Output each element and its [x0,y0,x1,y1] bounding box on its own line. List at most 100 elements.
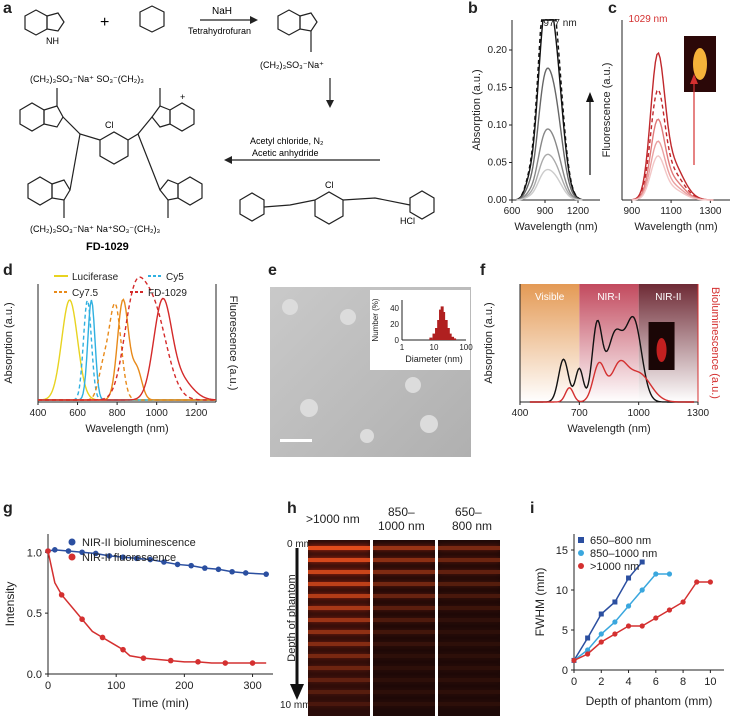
phantom-band [308,618,370,622]
g-data-point [133,555,140,562]
phantom-band [308,642,370,646]
b-xtick-label: 600 [504,206,521,217]
i-data-point [639,623,645,629]
panel-letter-g: g [3,500,13,517]
f-region-label-nir1: NIR-I [597,292,620,303]
phantom-band [438,642,500,646]
g-xtick-label: 100 [107,680,125,692]
c-xtick-label: 900 [623,206,640,217]
particle [405,377,421,393]
c-series-line [631,88,714,201]
f-xtick-label: 400 [512,408,529,419]
c-annotation: 1029 nm [629,14,668,25]
particle [360,429,374,443]
f-absorption-line [529,315,695,403]
i-legend-marker [578,550,584,556]
phantom-band [308,546,370,550]
i-xtick-label: 4 [625,676,631,688]
phantom-band [373,570,435,574]
phantom-image-1 [308,540,370,716]
e-bar [442,312,446,340]
g-data-point [249,660,256,666]
d-xlabel: Wavelength (nm) [85,423,168,435]
g-data-point [202,565,208,571]
b-xlabel: Wavelength (nm) [514,221,597,233]
phantom-band [438,582,500,586]
panel-letter-f: f [480,262,486,279]
phantom-band [438,546,500,550]
g-data-point [79,616,85,623]
b-xtick-label: 1200 [567,206,590,217]
e-xlabel: Diameter (nm) [405,354,463,364]
i-data-point [585,651,591,657]
phantom-band [438,630,500,634]
i-xtick-label: 10 [704,676,716,688]
i-xtick-label: 2 [598,676,604,688]
phantom-band [438,702,500,706]
phantom-band [308,678,370,682]
chart-b: 0.00 0.05 0.10 0.15 0.20 600 900 1200 Wavelength… [471,18,600,233]
i-data-point [571,657,577,663]
i-legend-label: >1000 nm [590,561,639,573]
e-xtick-label: 10 [430,343,439,352]
phantom-band [373,678,435,682]
d-xtick-label: 1000 [146,408,169,419]
d-legend-label: FD-1029 [148,288,187,299]
scheme-reagent-acetyl: Acetyl chloride, N₂ [250,136,324,146]
i-ytick-label: 0 [562,665,568,677]
d-ylabel: Absorption (a.u.) [3,302,15,383]
e-bar [432,333,436,340]
phantom-band [438,666,500,670]
f-vial-glow [656,338,667,362]
b-ytick-label: 0.00 [488,195,508,206]
scheme-cl: Cl [105,120,114,130]
panel-letter-i: i [530,500,535,517]
phantom-band [373,606,435,610]
e-bar [446,328,450,340]
phantom-band [438,594,500,598]
panel-letter-h: h [287,500,297,517]
particle [420,415,438,433]
e-bar [435,328,439,340]
c-ylabel: Fluorescence (a.u.) [601,63,613,158]
h-label-2b: 1000 nm [378,519,425,533]
i-data-point [694,579,700,585]
i-data-point [666,571,673,577]
i-data-point [666,607,673,613]
g-data-point [167,657,174,664]
phantom-band [308,582,370,586]
e-bar [439,309,443,340]
b-ytick-label: 0.10 [488,120,508,131]
scheme-sub-bottom: (CH₂)₃SO₃⁻Na⁺ Na⁺SO₃⁻(CH₂)₃ [30,224,160,234]
b-series-line [516,19,583,201]
g-data-point [79,549,85,556]
phantom-band [373,618,435,622]
i-legend-marker [578,563,584,569]
e-bar [444,320,448,340]
scale-bar [280,439,312,442]
i-data-point [598,639,604,645]
g-data-point [140,655,147,661]
scheme-nh: NH [46,36,59,46]
g-xlabel: Time (min) [132,696,189,710]
i-ytick-label: 10 [556,585,568,597]
e-ytick-label: 20 [390,320,399,329]
i-data-point [626,575,632,581]
b-ylabel: Absorption (a.u.) [471,69,483,150]
scheme-reagent-nah: NaH [212,6,232,17]
phantom-band [438,678,500,682]
e-inset-bg [370,290,470,370]
b-series-line [516,168,583,201]
phantom-band [308,570,370,574]
h-label-2a: 850– [388,505,415,519]
i-legend-label: 850–1000 nm [590,548,657,560]
g-data-point [99,634,106,641]
phantom-arrow [290,548,304,700]
g-data-point [147,556,154,563]
f-bioluminescence-line [529,359,695,403]
g-data-point [242,570,249,576]
e-ytick-label: 0 [395,336,400,345]
c-xlabel: Wavelength (nm) [634,221,717,233]
i-xtick-label: 6 [653,676,659,688]
g-legend-label: NIR-II fluorescence [82,552,176,564]
